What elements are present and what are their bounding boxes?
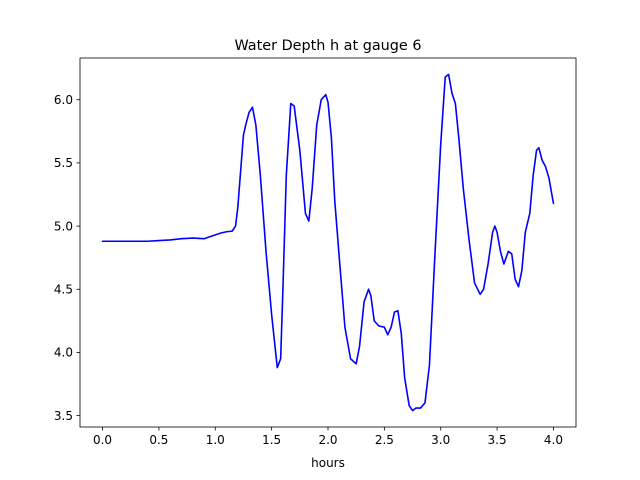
x-tick-label: 2.5 [375,433,394,447]
x-tick-label: 1.0 [206,433,225,447]
x-tick-label: 3.5 [488,433,507,447]
x-tick-label: 0.0 [93,433,112,447]
y-tick-label: 4.5 [54,283,73,297]
x-tick-label: 1.5 [262,433,281,447]
y-tick-label: 3.5 [54,409,73,423]
x-tick-label: 0.5 [149,433,168,447]
y-tick-label: 6.0 [54,93,73,107]
series-line-0 [101,73,555,412]
x-tick-label: 4.0 [544,433,563,447]
y-tick-label: 5.5 [54,156,73,170]
x-tick-label: 3.0 [431,433,450,447]
y-tick-label: 4.0 [54,346,73,360]
x-axis-ticks: 0.0 0.5 1.0 1.5 2.0 2.5 3.0 3.5 4.0 [93,427,563,447]
y-axis-ticks: 3.5 4.0 4.5 5.0 5.5 6.0 [54,93,80,423]
x-axis-label: hours [311,456,345,470]
chart-title: Water Depth h at gauge 6 [234,38,421,54]
x-tick-label: 2.0 [318,433,337,447]
plot-frame [79,57,577,428]
plot-area [79,57,577,428]
y-tick-label: 5.0 [54,219,73,233]
